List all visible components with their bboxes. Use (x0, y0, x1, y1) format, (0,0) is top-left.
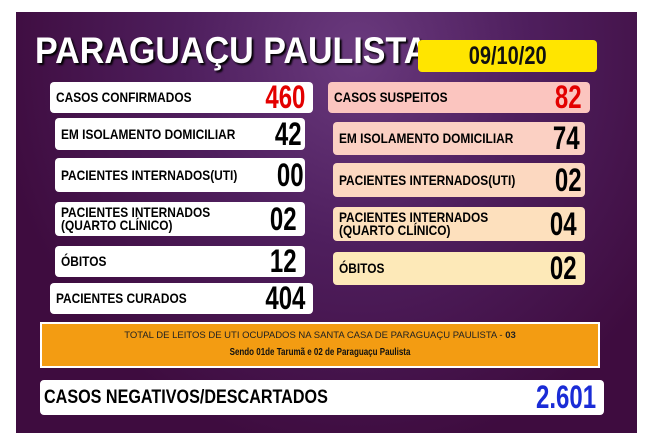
stat-label: PACIENTES CURADOS (56, 290, 187, 306)
stat-obitos: ÓBITOS 12 (55, 243, 305, 279)
city-title: PARAGUAÇU PAULISTA (35, 30, 429, 71)
stat-value: 00 (277, 156, 305, 193)
stat-negativos: CASOS NEGATIVOS/DESCARTADOS 2.601 (40, 379, 604, 415)
stat-label: CASOS NEGATIVOS/DESCARTADOS (44, 387, 328, 408)
stat-value: 82 (555, 79, 582, 115)
stat-casos-suspeitos: CASOS SUSPEITOS 82 (328, 79, 590, 115)
stat-label: EM ISOLAMENTO DOMICILIAR (339, 130, 514, 146)
stat-label: ÓBITOS (339, 260, 385, 276)
stat-value: 02 (550, 250, 577, 286)
uti-note-banner: TOTAL DE LEITOS DE UTI OCUPADOS NA SANTA… (40, 322, 600, 368)
stat-label: ÓBITOS (61, 253, 107, 269)
stat-label-line1: PACIENTES INTERNADOS (339, 209, 489, 225)
stat-label: PACIENTES INTERNADOS(UTI) (61, 166, 238, 183)
stat-label: PACIENTES INTERNADOS(UTI) (339, 171, 516, 188)
stat-suspeitos-obitos: ÓBITOS 02 (333, 250, 585, 286)
stat-value: 12 (270, 243, 297, 279)
stat-value: 02 (270, 200, 297, 237)
stat-casos-confirmados: CASOS CONFIRMADOS 460 (50, 79, 313, 115)
stat-value: 404 (264, 280, 305, 316)
stat-suspeitos-quarto: PACIENTES INTERNADOS (QUARTO CLÍNICO) 04 (333, 205, 585, 242)
uti-note-text: TOTAL DE LEITOS DE UTI OCUPADOS NA SANTA… (124, 330, 506, 341)
uti-note-line2: Sendo 01de Tarumã e 02 de Paraguaçu Paul… (229, 347, 411, 358)
stat-value: 460 (264, 79, 305, 115)
uti-note-value: 03 (505, 330, 516, 341)
stat-label: CASOS SUSPEITOS (334, 89, 448, 105)
stat-suspeitos-uti: PACIENTES INTERNADOS(UTI) 02 (333, 161, 585, 198)
stat-internados-quarto: PACIENTES INTERNADOS (QUARTO CLÍNICO) 02 (55, 200, 305, 237)
stat-label-line2: (QUARTO CLÍNICO) (339, 222, 451, 238)
date-badge: 09/10/20 (418, 40, 597, 72)
stat-value: 74 (552, 120, 580, 156)
stat-label: CASOS CONFIRMADOS (56, 89, 192, 105)
stat-value: 04 (550, 205, 577, 242)
stat-label-line2: (QUARTO CLÍNICO) (61, 217, 173, 233)
date-text: 09/10/20 (468, 41, 547, 70)
stat-label-line1: PACIENTES INTERNADOS (61, 204, 211, 220)
stat-value: 02 (555, 161, 583, 198)
stat-suspeitos-isolamento: EM ISOLAMENTO DOMICILIAR 74 (333, 120, 585, 156)
stat-value: 42 (274, 115, 302, 152)
stat-label: PACIENTES INTERNADOS (QUARTO CLÍNICO) (339, 209, 489, 238)
stat-label: EM ISOLAMENTO DOMICILIAR (61, 125, 236, 142)
stat-label: PACIENTES INTERNADOS (QUARTO CLÍNICO) (61, 204, 211, 233)
stat-curados: PACIENTES CURADOS 404 (50, 280, 313, 316)
stat-internados-uti: PACIENTES INTERNADOS(UTI) 00 (55, 156, 305, 193)
stat-value: 2.601 (535, 379, 596, 415)
stat-isolamento: EM ISOLAMENTO DOMICILIAR 42 (55, 115, 305, 152)
uti-note-line1: TOTAL DE LEITOS DE UTI OCUPADOS NA SANTA… (42, 330, 598, 341)
